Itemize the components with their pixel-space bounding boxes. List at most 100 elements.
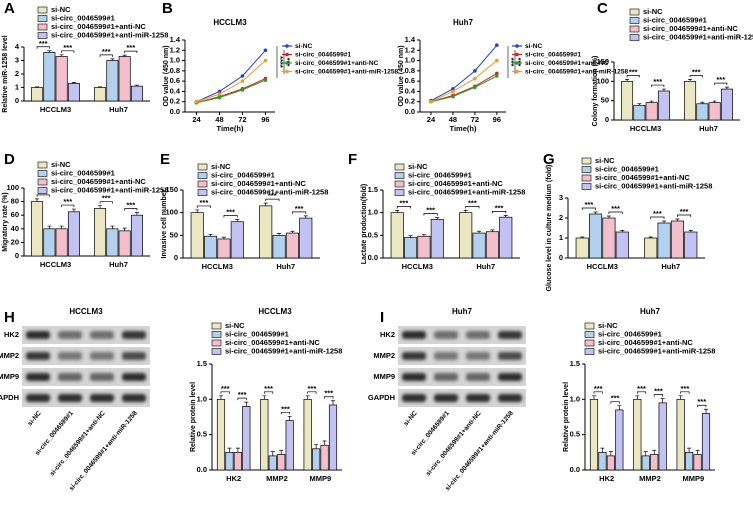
error-bar xyxy=(314,444,319,449)
sig-bracket xyxy=(36,46,50,49)
data-point xyxy=(263,48,268,53)
legend-label: si-circ_0046599#1+anti-NC xyxy=(211,179,306,188)
bar xyxy=(708,102,721,121)
y-axis-label: Relative protein level xyxy=(190,382,197,452)
sig-label: *** xyxy=(268,191,277,200)
sig-label: *** xyxy=(221,384,230,393)
bar xyxy=(657,222,671,259)
sig-label: *** xyxy=(716,75,725,84)
error-bar xyxy=(287,415,292,421)
bar xyxy=(701,413,711,471)
sig-label: *** xyxy=(264,384,273,393)
data-point xyxy=(217,89,222,94)
y-tick-label: 0 xyxy=(15,251,19,260)
data-point xyxy=(495,43,499,47)
error-bar xyxy=(477,230,482,234)
blot-row-label: GAPDH xyxy=(0,393,19,402)
x-tick-label: HCCLM3 xyxy=(202,262,233,271)
y-tick-label: 1.2 xyxy=(170,45,180,54)
error-bar xyxy=(712,100,717,103)
sig-label: *** xyxy=(126,200,135,209)
bar xyxy=(472,232,486,259)
bar xyxy=(217,238,231,259)
error-bar xyxy=(661,88,666,91)
y-tick-label: 0.2 xyxy=(405,97,415,106)
legend-label: si-NC xyxy=(408,162,428,171)
sig-label: *** xyxy=(238,390,247,399)
bar xyxy=(130,214,143,257)
sig-bracket xyxy=(492,211,507,214)
x-tick-label: 48 xyxy=(449,115,457,124)
sig-label: *** xyxy=(426,206,435,215)
error-bar xyxy=(606,215,611,218)
bar xyxy=(277,454,286,471)
blot-band xyxy=(90,331,114,339)
error-bar xyxy=(687,447,692,453)
bar xyxy=(485,231,499,259)
sig-bracket xyxy=(653,394,664,397)
sig-label: *** xyxy=(680,207,689,216)
blot-strip xyxy=(398,326,526,344)
y-tick-label: 0.2 xyxy=(170,97,180,106)
error-bar xyxy=(625,79,630,82)
legend-label: si-circ_0046599#1+anti-NC xyxy=(408,179,503,188)
legend-label: si-circ_0046599#1+anti-NC xyxy=(295,60,379,67)
legend-swatch xyxy=(581,157,592,165)
series-line xyxy=(196,78,266,104)
sig-bracket xyxy=(223,215,238,218)
x-tick-label: MMP9 xyxy=(309,474,331,483)
legend-label: si-NC xyxy=(211,162,231,171)
error-bar xyxy=(395,210,400,213)
y-tick-label: 1.0 xyxy=(570,394,580,403)
error-bar xyxy=(322,440,327,446)
bar xyxy=(657,90,670,121)
bar xyxy=(589,213,603,259)
error-bar xyxy=(110,225,115,229)
error-bar xyxy=(235,447,240,453)
legend-label: si-circ_0046599#1 xyxy=(598,329,662,338)
bar xyxy=(390,212,404,259)
blot-band xyxy=(90,352,114,360)
error-bar xyxy=(35,86,40,88)
legend-label: si-circ_0046599#1 xyxy=(643,15,707,24)
x-tick-label: MMP2 xyxy=(639,474,661,483)
blot-band xyxy=(58,394,82,402)
y-tick-label: 0 xyxy=(559,253,563,262)
sig-bracket xyxy=(465,206,480,209)
bar xyxy=(645,102,658,121)
sig-bracket xyxy=(396,206,411,209)
y-axis-label: Lactate production(fold) xyxy=(361,184,368,265)
legend-label: si-NC xyxy=(595,156,615,165)
legend-swatch xyxy=(394,180,405,188)
error-bar xyxy=(195,209,200,213)
bar xyxy=(118,230,131,257)
sig-bracket xyxy=(61,204,75,208)
y-tick-label: 0.0 xyxy=(405,107,415,116)
error-bar xyxy=(227,447,232,453)
legend-swatch xyxy=(515,69,519,74)
legend-swatch xyxy=(629,17,640,24)
y-tick-label: 0.5 xyxy=(570,430,580,439)
blot-band xyxy=(434,331,458,339)
bar xyxy=(106,228,119,257)
bar xyxy=(633,398,642,471)
error-bar xyxy=(660,398,665,403)
blot-band xyxy=(466,331,490,339)
sig-bracket xyxy=(689,75,703,78)
error-bar xyxy=(688,79,693,82)
error-bar xyxy=(134,212,139,216)
bar xyxy=(658,402,667,471)
legend-label: si-circ_0046599#1+anti-NC xyxy=(225,338,320,347)
legend-label: si-circ_0046599#1+anti-NC xyxy=(51,22,146,31)
bar xyxy=(312,448,321,471)
legend-swatch xyxy=(197,180,208,188)
error-bar xyxy=(218,395,223,400)
bar xyxy=(606,455,615,471)
sig-label: *** xyxy=(654,387,663,396)
sig-bracket xyxy=(677,214,692,217)
error-bar xyxy=(695,449,700,455)
legend-swatch xyxy=(211,322,222,330)
sig-bracket xyxy=(36,194,50,197)
y-tick-label: 1 xyxy=(559,233,563,242)
bar xyxy=(303,398,312,471)
